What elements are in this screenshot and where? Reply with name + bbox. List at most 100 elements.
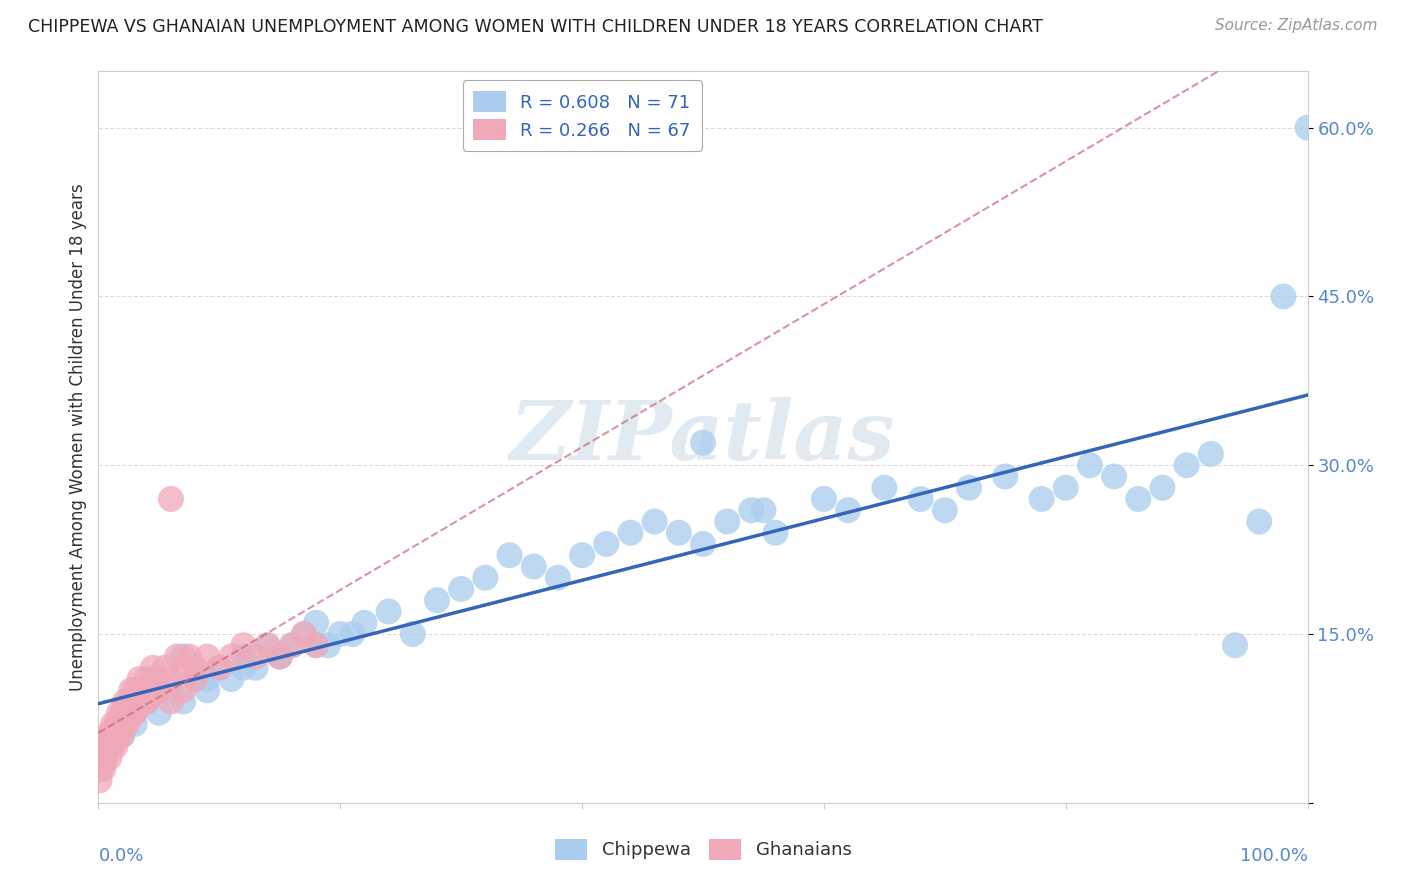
Point (221, 649, 243, 664)
Point (716, 515, 738, 529)
Point (184, 661, 207, 675)
Point (127, 694, 149, 708)
Point (426, 593, 449, 607)
Point (232, 638, 254, 652)
Point (377, 605, 399, 619)
Point (957, 481, 980, 495)
Point (316, 638, 339, 652)
Point (281, 638, 304, 652)
Point (195, 683, 218, 698)
Point (692, 537, 714, 551)
Point (1078, 458, 1101, 473)
Point (245, 661, 267, 675)
Point (101, 717, 124, 731)
Point (128, 672, 150, 686)
Point (208, 661, 231, 675)
Point (96, 728, 118, 742)
Point (172, 661, 194, 675)
Point (110, 728, 132, 742)
Point (111, 706, 134, 720)
Point (498, 548, 520, 562)
Point (166, 649, 188, 664)
Point (813, 491, 835, 506)
Point (402, 627, 425, 641)
Point (103, 728, 125, 742)
Point (153, 661, 176, 675)
Point (94, 751, 117, 765)
Point (118, 706, 141, 720)
Point (184, 672, 207, 686)
Point (329, 627, 352, 641)
Point (474, 571, 496, 585)
Point (619, 525, 641, 540)
Point (142, 661, 165, 675)
Point (256, 638, 278, 652)
Point (232, 649, 254, 664)
Point (90, 762, 112, 776)
Point (107, 728, 129, 742)
Point (305, 615, 328, 630)
Point (100, 728, 122, 742)
Point (111, 717, 134, 731)
Point (118, 694, 141, 708)
Point (91, 751, 114, 765)
Point (837, 503, 859, 517)
Point (1272, 289, 1295, 303)
Point (910, 491, 932, 506)
Point (148, 683, 170, 698)
Point (305, 638, 328, 652)
Point (281, 638, 304, 652)
Point (1031, 491, 1053, 506)
Point (160, 491, 183, 506)
Point (100, 739, 122, 754)
Point (873, 481, 896, 495)
Point (994, 469, 1017, 483)
Point (269, 649, 291, 664)
Text: 100.0%: 100.0% (1240, 847, 1308, 864)
Point (98, 751, 121, 765)
Point (124, 683, 146, 698)
Point (124, 706, 146, 720)
Point (184, 672, 207, 686)
Point (105, 717, 128, 731)
Text: Source: ZipAtlas.com: Source: ZipAtlas.com (1215, 18, 1378, 33)
Point (179, 649, 201, 664)
Point (148, 683, 170, 698)
Point (292, 627, 315, 641)
Point (523, 559, 546, 574)
Point (135, 694, 157, 708)
Point (172, 683, 194, 698)
Point (138, 683, 160, 698)
Point (692, 435, 714, 450)
Legend: Chippewa, Ghanaians: Chippewa, Ghanaians (547, 831, 859, 867)
Point (135, 694, 157, 708)
Point (644, 515, 666, 529)
Point (124, 694, 146, 708)
Point (450, 582, 472, 596)
Point (122, 706, 145, 720)
Point (353, 615, 375, 630)
Point (342, 627, 364, 641)
Point (1175, 458, 1198, 473)
Point (595, 537, 617, 551)
Point (108, 717, 131, 731)
Point (1054, 481, 1077, 495)
Point (1152, 481, 1174, 495)
Point (232, 661, 254, 675)
Point (245, 649, 267, 664)
Y-axis label: Unemployment Among Women with Children Under 18 years: Unemployment Among Women with Children U… (69, 183, 87, 691)
Point (93, 739, 115, 754)
Point (305, 638, 328, 652)
Text: 0.0%: 0.0% (98, 847, 143, 864)
Point (172, 694, 194, 708)
Point (134, 694, 156, 708)
Point (108, 706, 131, 720)
Point (221, 672, 243, 686)
Point (114, 694, 136, 708)
Point (292, 627, 315, 641)
Point (1249, 515, 1271, 529)
Point (160, 694, 183, 708)
Point (120, 683, 142, 698)
Point (97, 739, 120, 754)
Point (1128, 491, 1150, 506)
